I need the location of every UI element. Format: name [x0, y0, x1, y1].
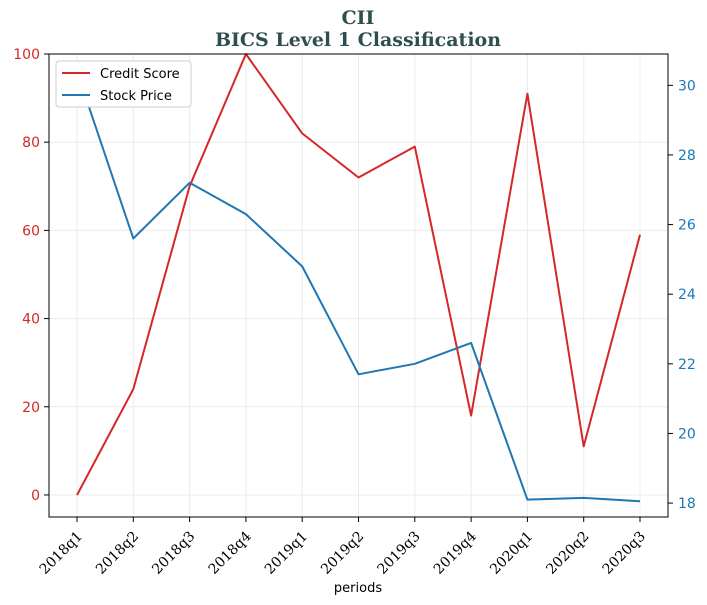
chart-title: CII	[342, 7, 375, 29]
x-tick-label: 2020q2	[543, 529, 592, 578]
y-right-tick-label: 26	[678, 218, 696, 234]
y-left-tick-label: 0	[31, 488, 40, 504]
x-axis-label: periods	[334, 581, 382, 596]
y-right-tick-label: 24	[678, 287, 696, 303]
series-lines	[76, 53, 641, 503]
y-right-tick-label: 28	[678, 148, 696, 164]
x-tick-label: 2020q3	[600, 529, 649, 578]
x-tick-label: 2019q3	[374, 529, 423, 578]
y-right-tick-label: 30	[678, 78, 696, 94]
chart-subtitle: BICS Level 1 Classification	[215, 29, 501, 51]
legend: Credit Score Stock Price	[55, 60, 192, 108]
x-tick-label: 2018q2	[93, 529, 142, 578]
y-left-tick-label: 20	[22, 400, 40, 416]
x-tick-label: 2019q1	[262, 529, 311, 578]
y-left-tick-label: 60	[22, 223, 40, 239]
series-line-stock-price	[76, 71, 641, 503]
legend-label-stock-price: Stock Price	[100, 89, 172, 104]
grid	[49, 53, 668, 517]
x-tick-label: 2018q4	[206, 528, 255, 577]
y-left-tick-label: 100	[13, 47, 40, 63]
x-tick-label: 2018q3	[149, 529, 198, 578]
y-left-tick-label: 40	[22, 312, 40, 328]
legend-label-credit-score: Credit Score	[100, 67, 180, 82]
y-left-tick-label: 80	[22, 135, 40, 151]
x-tick-label: 2018q1	[37, 529, 86, 578]
x-tick-label: 2019q4	[431, 528, 480, 577]
y-right-tick-label: 22	[678, 357, 696, 373]
y-right-tick-label: 18	[678, 496, 696, 512]
series-line-credit-score	[76, 53, 641, 496]
y-right-tick-label: 20	[678, 426, 696, 442]
x-tick-label: 2019q2	[318, 529, 367, 578]
x-tick-label: 2020q1	[487, 529, 536, 578]
